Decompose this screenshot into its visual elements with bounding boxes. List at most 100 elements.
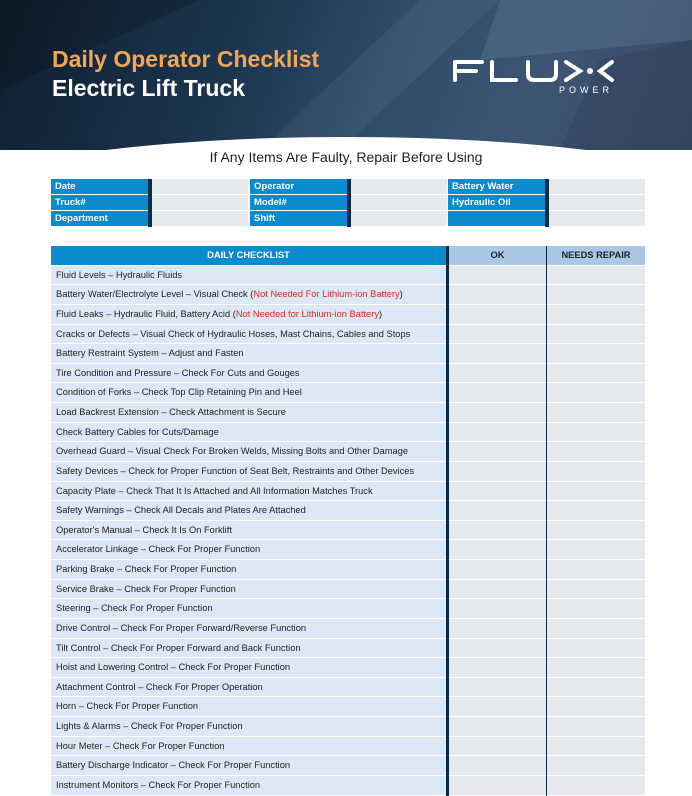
ok-cell[interactable] (449, 344, 546, 364)
info-value-field[interactable] (351, 179, 447, 195)
info-row: Truck# (51, 195, 248, 211)
ok-cell[interactable] (449, 717, 546, 737)
ok-cell[interactable] (449, 304, 546, 325)
divider (446, 717, 449, 737)
header-daily-checklist: DAILY CHECKLIST (51, 246, 446, 266)
divider (446, 304, 449, 325)
needs-repair-cell[interactable] (547, 442, 645, 462)
divider (446, 756, 449, 776)
info-value-field[interactable] (351, 195, 447, 211)
ok-cell[interactable] (449, 756, 546, 776)
ok-cell[interactable] (449, 403, 546, 423)
item-text: Fluid Levels – Hydraulic Fluids (56, 269, 183, 280)
ok-cell[interactable] (449, 618, 546, 639)
table-row: Horn – Check For Proper Function (51, 697, 645, 717)
ok-cell[interactable] (449, 383, 546, 403)
ok-cell[interactable] (449, 658, 546, 678)
divider (446, 697, 449, 717)
table-row: Accelerator Linkage – Check For Proper F… (51, 540, 645, 560)
ok-cell[interactable] (449, 560, 546, 580)
info-value-field[interactable] (549, 179, 645, 195)
ok-cell[interactable] (449, 697, 546, 717)
table-header: DAILY CHECKLIST OK NEEDS REPAIR (51, 246, 645, 266)
needs-repair-cell[interactable] (547, 599, 645, 619)
needs-repair-cell[interactable] (547, 461, 645, 482)
svg-text:POWER: POWER (559, 85, 613, 95)
divider (546, 638, 547, 659)
info-label (448, 211, 545, 227)
ok-cell[interactable] (449, 540, 546, 560)
info-value-field[interactable] (152, 195, 248, 211)
ok-cell[interactable] (449, 677, 546, 698)
item-text: Hour Meter – Check For Proper Function (56, 740, 225, 751)
ok-cell[interactable] (449, 579, 546, 600)
needs-repair-cell[interactable] (547, 736, 645, 757)
ok-cell[interactable] (449, 324, 546, 345)
divider (546, 363, 547, 384)
ok-cell[interactable] (449, 363, 546, 384)
table-row: Check Battery Cables for Cuts/Damage (51, 422, 645, 443)
ok-cell[interactable] (449, 736, 546, 757)
divider (446, 461, 449, 482)
table-row: Cracks or Defects – Visual Check of Hydr… (51, 324, 645, 345)
needs-repair-cell[interactable] (547, 481, 645, 502)
needs-repair-cell[interactable] (547, 560, 645, 580)
needs-repair-cell[interactable] (547, 775, 645, 796)
checklist-item: Parking Brake – Check For Proper Functio… (51, 560, 446, 580)
needs-repair-cell[interactable] (547, 304, 645, 325)
needs-repair-cell[interactable] (547, 717, 645, 737)
needs-repair-cell[interactable] (547, 344, 645, 364)
needs-repair-cell[interactable] (547, 363, 645, 384)
needs-repair-cell[interactable] (547, 520, 645, 541)
daily-checklist-table: DAILY CHECKLIST OK NEEDS REPAIR Fluid Level… (51, 246, 645, 796)
info-value-field[interactable] (351, 211, 447, 227)
table-row: Tire Condition and Pressure – Check For … (51, 363, 645, 384)
page-title: Daily Operator Checklist (52, 46, 320, 72)
needs-repair-cell[interactable] (547, 501, 645, 521)
ok-cell[interactable] (449, 265, 546, 286)
needs-repair-cell[interactable] (547, 618, 645, 639)
ok-cell[interactable] (449, 481, 546, 502)
needs-repair-cell[interactable] (547, 658, 645, 678)
ok-cell[interactable] (449, 422, 546, 443)
table-row: Drive Control – Check For Proper Forward… (51, 618, 645, 639)
needs-repair-cell[interactable] (547, 756, 645, 776)
divider (546, 717, 547, 737)
divider (148, 211, 152, 227)
info-value-field[interactable] (549, 211, 645, 227)
needs-repair-cell[interactable] (547, 403, 645, 423)
needs-repair-cell[interactable] (547, 677, 645, 698)
divider (546, 344, 547, 364)
ok-cell[interactable] (449, 285, 546, 305)
needs-repair-cell[interactable] (547, 383, 645, 403)
info-value-field[interactable] (152, 211, 248, 227)
needs-repair-cell[interactable] (547, 579, 645, 600)
divider (446, 324, 449, 345)
item-text: Check Battery Cables for Cuts/Damage (56, 426, 219, 437)
divider (446, 658, 449, 678)
divider (446, 736, 449, 757)
item-text: Instrument Monitors – Check For Proper F… (56, 779, 261, 790)
ok-cell[interactable] (449, 501, 546, 521)
ok-cell[interactable] (449, 599, 546, 619)
ok-cell[interactable] (449, 461, 546, 482)
ok-cell[interactable] (449, 442, 546, 462)
divider (546, 579, 547, 600)
item-text: Load Backrest Extension – Check Attachme… (56, 407, 286, 417)
ok-cell[interactable] (449, 775, 546, 796)
checklist-item: Steering – Check For Proper Function (51, 599, 446, 619)
checklist-item: Hour Meter – Check For Proper Function (51, 736, 446, 757)
divider (446, 344, 449, 364)
divider (546, 520, 547, 541)
info-value-field[interactable] (549, 195, 645, 211)
ok-cell[interactable] (449, 638, 546, 659)
needs-repair-cell[interactable] (547, 422, 645, 443)
needs-repair-cell[interactable] (547, 638, 645, 659)
needs-repair-cell[interactable] (547, 265, 645, 286)
needs-repair-cell[interactable] (547, 324, 645, 345)
needs-repair-cell[interactable] (547, 697, 645, 717)
ok-cell[interactable] (449, 520, 546, 541)
needs-repair-cell[interactable] (547, 285, 645, 305)
info-value-field[interactable] (152, 179, 248, 195)
needs-repair-cell[interactable] (547, 540, 645, 560)
